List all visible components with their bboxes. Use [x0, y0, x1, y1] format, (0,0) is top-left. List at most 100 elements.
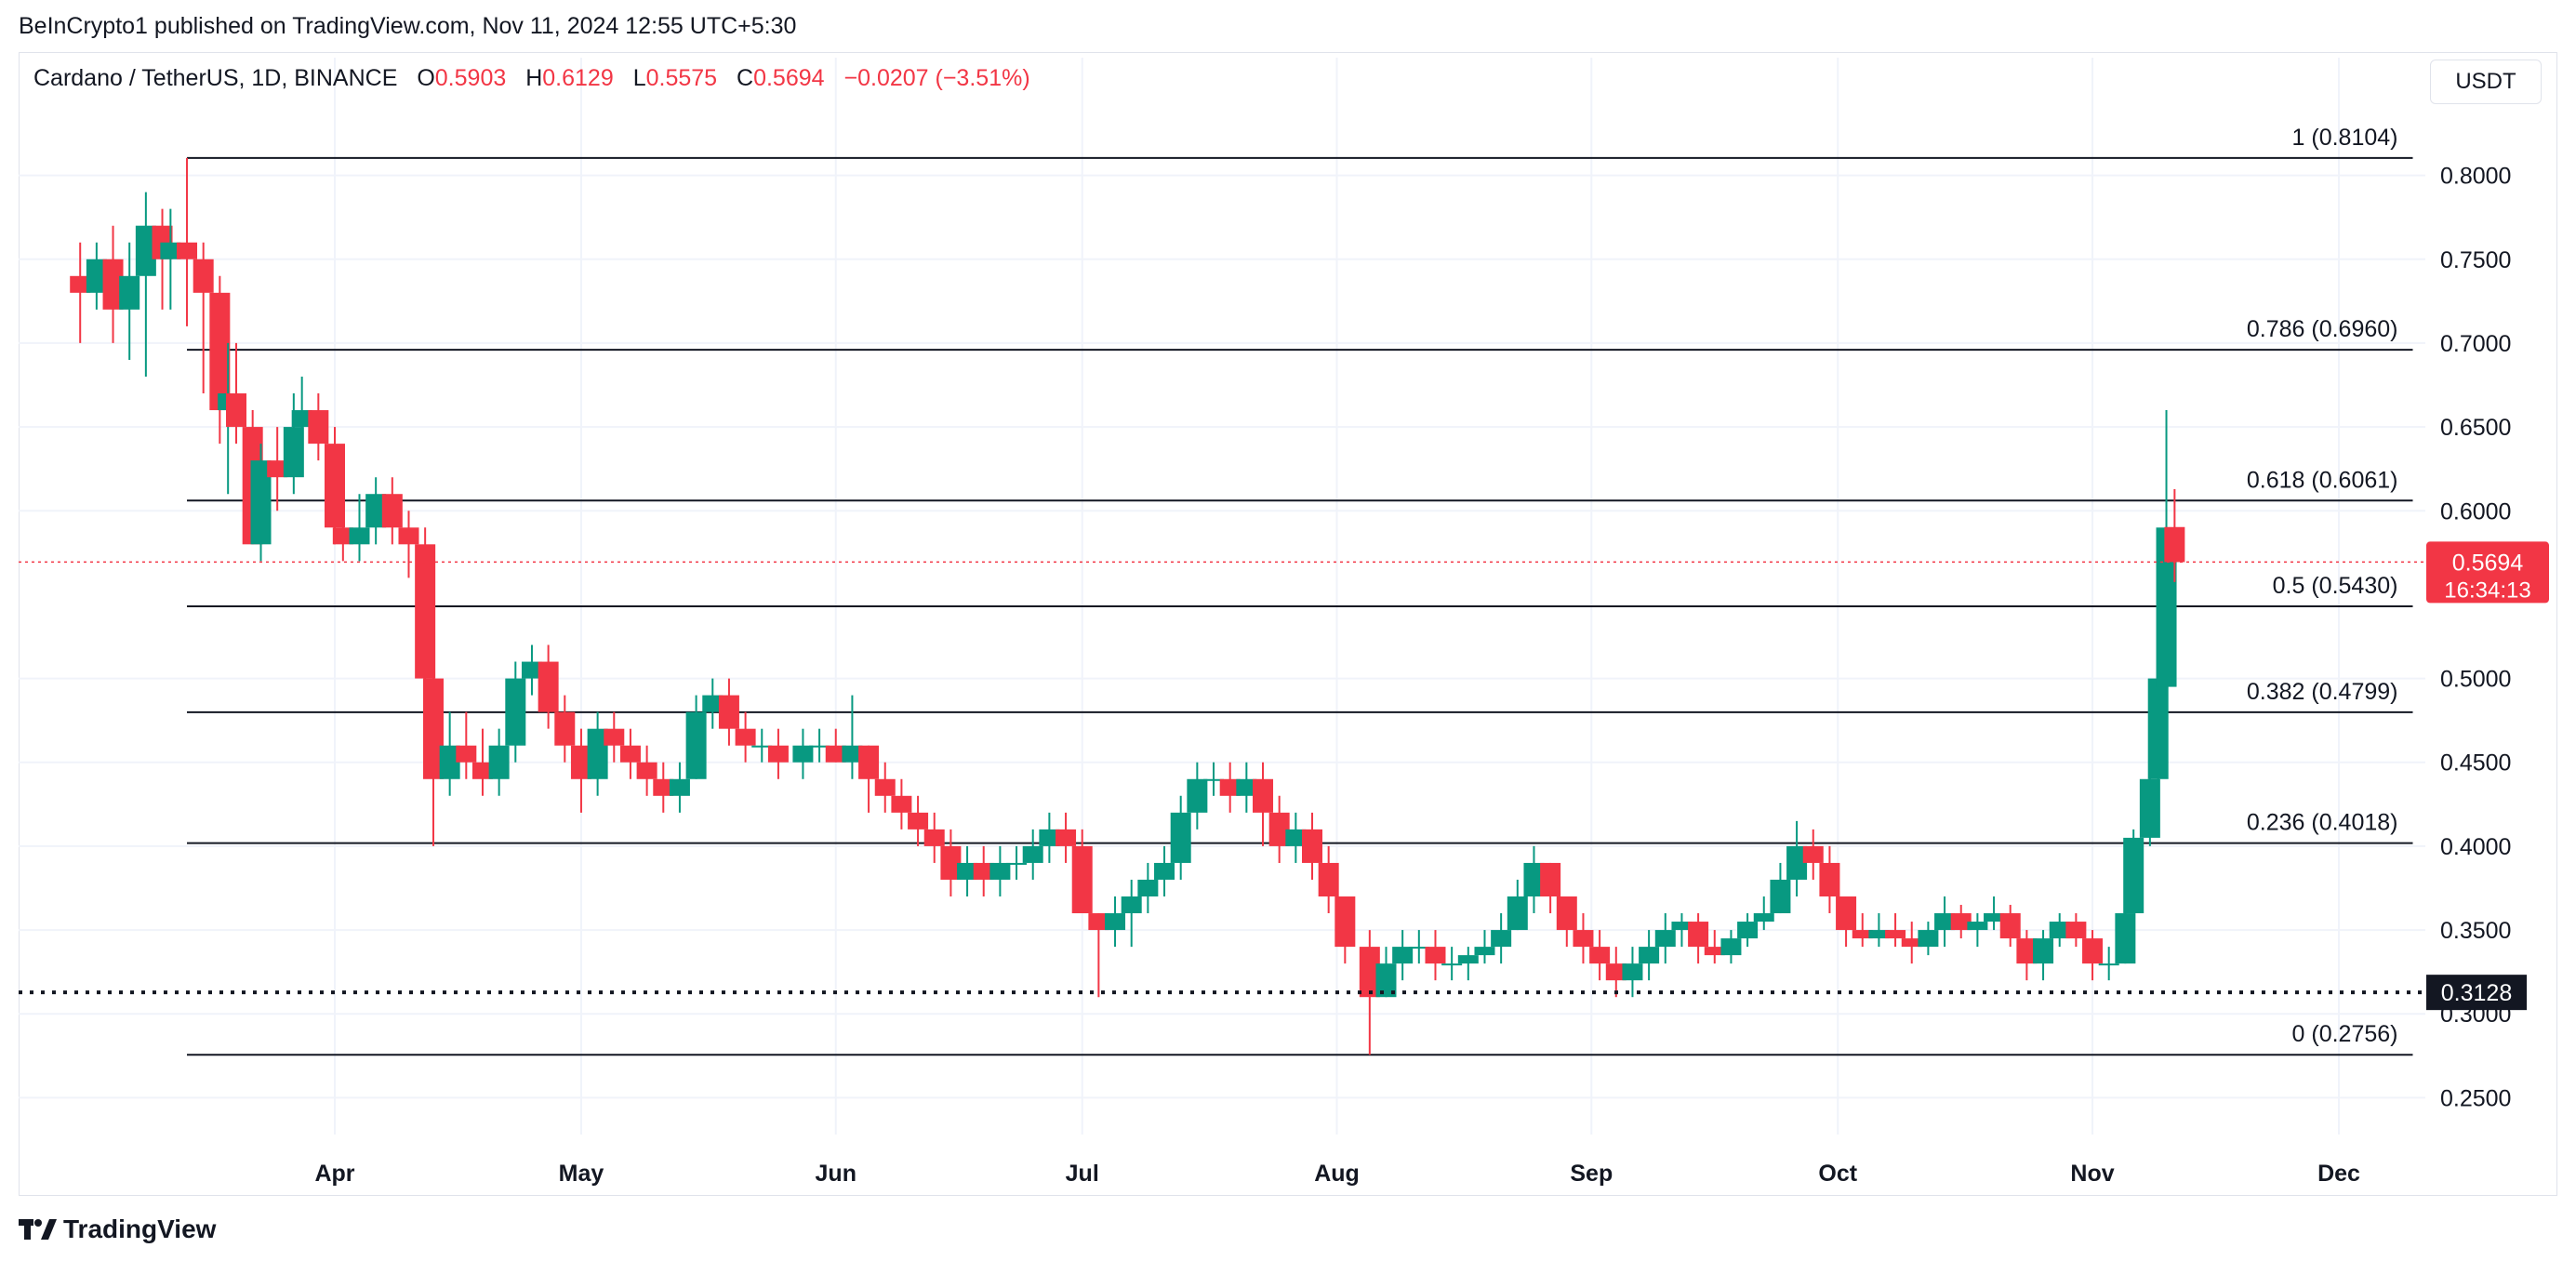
candle[interactable] — [1088, 913, 1109, 998]
candle[interactable] — [636, 745, 657, 796]
candle[interactable] — [842, 695, 863, 779]
candle[interactable] — [1457, 947, 1479, 981]
candle[interactable] — [1999, 905, 2021, 948]
candle[interactable] — [70, 242, 91, 343]
candle[interactable] — [226, 342, 247, 445]
candle[interactable] — [2098, 947, 2119, 981]
candle[interactable] — [291, 376, 312, 461]
candle[interactable] — [1540, 862, 1561, 914]
candle[interactable] — [1720, 930, 1742, 964]
candle[interactable] — [1573, 913, 1594, 964]
candle[interactable] — [1819, 845, 1840, 914]
candle[interactable] — [1318, 845, 1339, 914]
candle[interactable] — [923, 812, 945, 863]
candle[interactable] — [521, 644, 542, 696]
candle[interactable] — [989, 845, 1011, 897]
candle[interactable] — [365, 477, 387, 545]
candle[interactable] — [1474, 930, 1495, 964]
candle[interactable] — [1802, 829, 1824, 880]
candle[interactable] — [2016, 930, 2038, 981]
candle[interactable] — [1006, 845, 1028, 880]
candle[interactable] — [2164, 488, 2185, 582]
candle[interactable] — [1753, 896, 1774, 931]
tradingview-brand[interactable]: TradingView — [19, 1215, 216, 1244]
candle[interactable] — [685, 695, 707, 779]
candle[interactable] — [1688, 913, 1709, 964]
candle[interactable] — [422, 661, 444, 846]
candle[interactable] — [957, 845, 978, 897]
candle[interactable] — [1786, 820, 1808, 897]
candle[interactable] — [1868, 913, 1890, 948]
candle[interactable] — [1639, 930, 1660, 981]
candle[interactable] — [2065, 913, 2087, 948]
candle[interactable] — [1704, 930, 1725, 964]
candle[interactable] — [2033, 930, 2054, 981]
candle[interactable] — [1671, 913, 1693, 948]
candle[interactable] — [1622, 947, 1643, 998]
candle[interactable] — [1203, 762, 1225, 796]
candle[interactable] — [2082, 930, 2104, 981]
candle[interactable] — [1375, 947, 1397, 998]
candle[interactable] — [308, 393, 329, 461]
candle[interactable] — [1885, 913, 1906, 948]
candle[interactable] — [940, 829, 962, 897]
candle[interactable] — [751, 728, 773, 763]
candle[interactable] — [1967, 913, 1988, 948]
candle[interactable] — [1039, 812, 1060, 863]
candle[interactable] — [1022, 829, 1043, 880]
candle[interactable] — [1654, 913, 1676, 964]
candle[interactable] — [1605, 947, 1627, 998]
candle[interactable] — [1852, 913, 1873, 948]
candle[interactable] — [2147, 678, 2169, 796]
candle[interactable] — [119, 242, 140, 360]
candle[interactable] — [908, 795, 929, 846]
candle[interactable] — [325, 427, 345, 545]
candle[interactable] — [398, 511, 419, 578]
candle[interactable] — [874, 762, 896, 813]
candle[interactable] — [209, 275, 231, 445]
candle[interactable] — [792, 728, 814, 779]
candle[interactable] — [1268, 795, 1290, 863]
candle[interactable] — [1154, 845, 1175, 897]
candle[interactable] — [1105, 896, 1126, 948]
candle[interactable] — [160, 208, 181, 310]
candle[interactable] — [1491, 913, 1512, 964]
candle[interactable] — [488, 728, 510, 796]
candle[interactable] — [735, 711, 756, 763]
candle[interactable] — [1556, 896, 1577, 948]
candle[interactable] — [267, 427, 288, 511]
candle[interactable] — [283, 393, 304, 495]
candle[interactable] — [1071, 829, 1093, 914]
candle[interactable] — [1408, 930, 1429, 964]
candle[interactable] — [1121, 879, 1142, 948]
candle[interactable] — [1056, 812, 1077, 863]
candle[interactable] — [102, 225, 124, 343]
candle[interactable] — [332, 511, 353, 562]
candle[interactable] — [619, 728, 641, 779]
candle[interactable] — [1918, 922, 1939, 956]
candle[interactable] — [1523, 845, 1545, 914]
candle[interactable] — [570, 728, 591, 813]
candle[interactable] — [349, 494, 370, 562]
candle[interactable] — [554, 695, 576, 763]
candle[interactable] — [825, 728, 846, 763]
candle[interactable] — [1392, 930, 1414, 981]
candle[interactable] — [604, 711, 625, 763]
candle[interactable] — [1901, 922, 1922, 964]
candle[interactable] — [250, 444, 272, 562]
candle[interactable] — [1984, 896, 2005, 931]
candle[interactable] — [767, 728, 789, 779]
candle[interactable] — [1219, 762, 1241, 813]
candle[interactable] — [891, 778, 912, 830]
candle[interactable] — [1236, 762, 1257, 813]
candle[interactable] — [1285, 812, 1307, 863]
candle[interactable] — [669, 762, 690, 813]
candle[interactable] — [193, 242, 214, 394]
candle[interactable] — [718, 678, 739, 746]
candle[interactable] — [2123, 829, 2144, 914]
candle[interactable] — [1737, 913, 1759, 948]
candle[interactable] — [1187, 762, 1208, 830]
candle[interactable] — [1441, 947, 1463, 981]
candle[interactable] — [1137, 862, 1159, 914]
